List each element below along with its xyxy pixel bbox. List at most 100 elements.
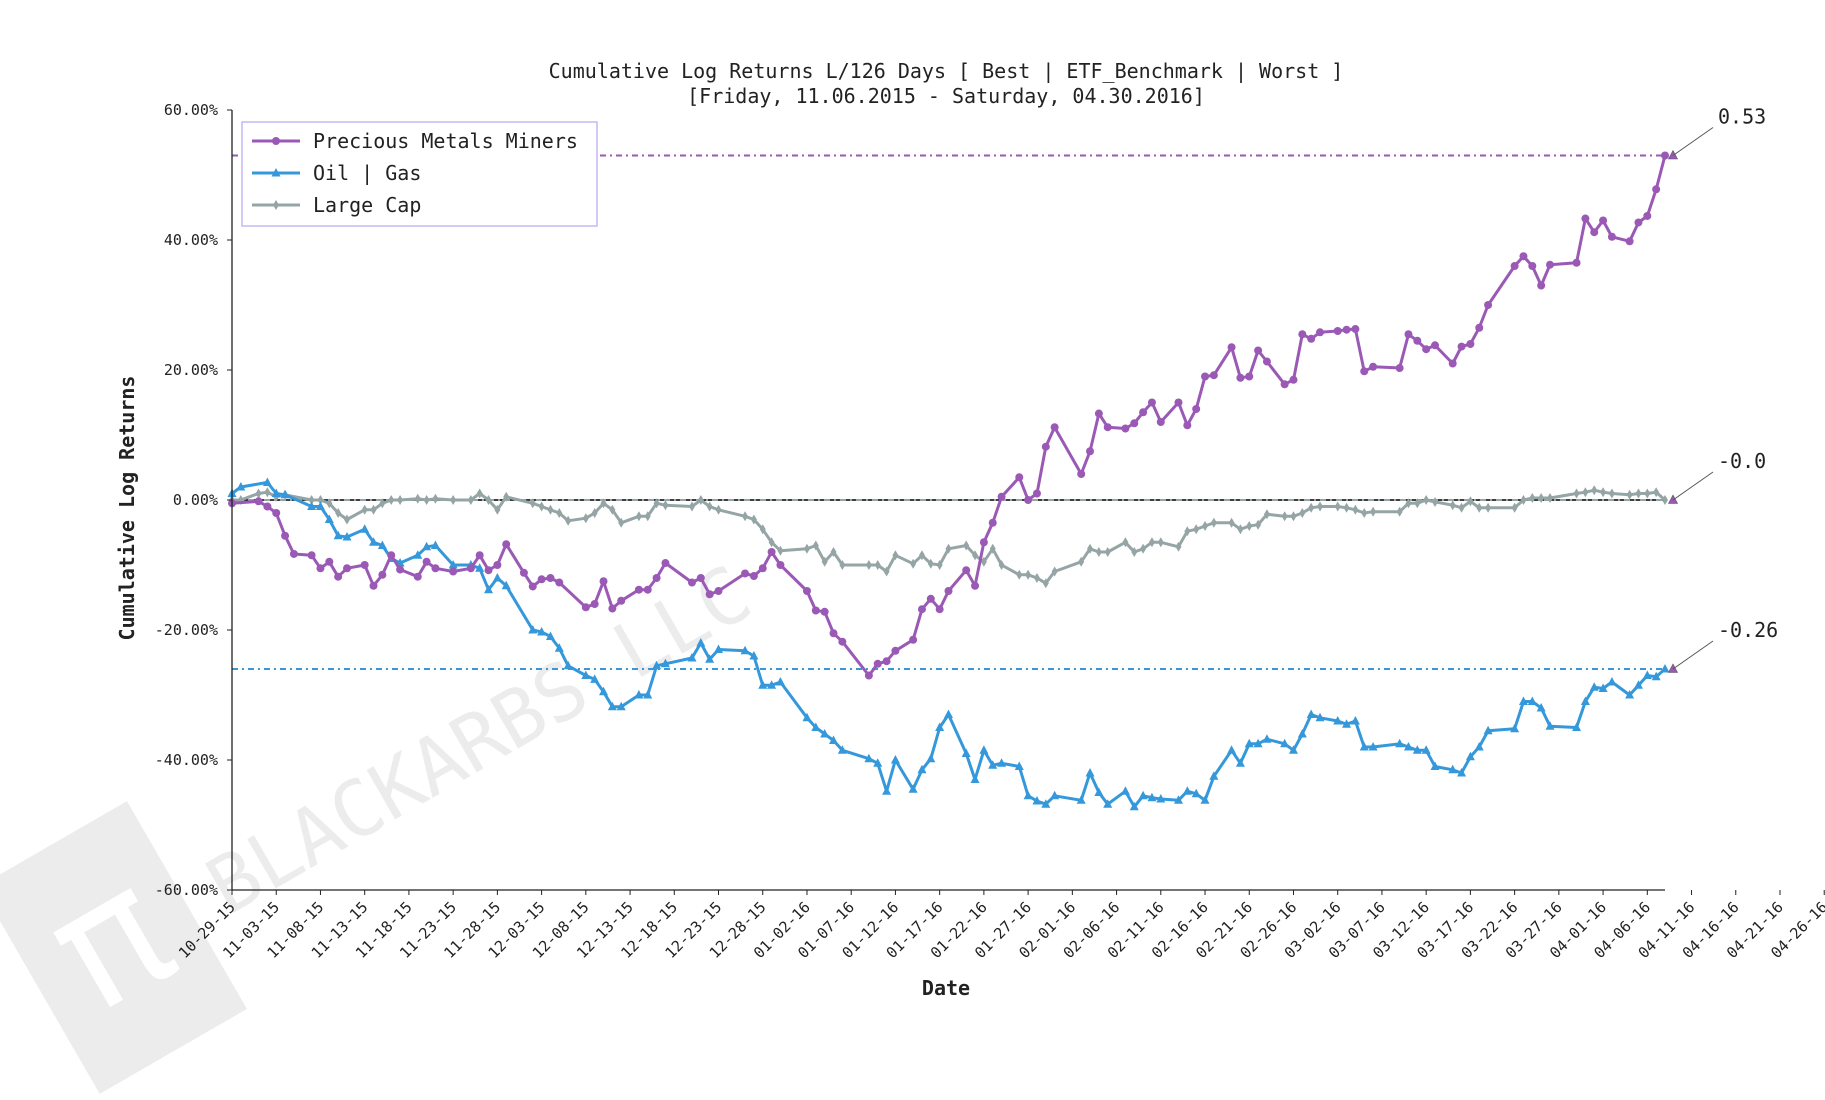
data-point-worst	[1545, 721, 1555, 730]
data-point-worst	[1510, 723, 1520, 733]
data-point-worst	[1041, 799, 1051, 808]
data-point-benchmark	[1237, 524, 1244, 535]
data-point-best	[555, 578, 564, 587]
data-point-worst	[1518, 696, 1528, 705]
data-point-best	[758, 564, 767, 573]
annotation-marker-benchmark	[1668, 494, 1678, 504]
y-axis-label: Cumulative Log Returns	[115, 376, 139, 641]
data-point-benchmark	[918, 550, 925, 561]
annotation-marker-best	[1668, 149, 1678, 160]
series-benchmark	[229, 485, 1668, 589]
data-point-worst	[1085, 768, 1095, 777]
data-point-best	[1643, 211, 1652, 220]
data-point-worst	[802, 712, 812, 722]
data-point-best	[652, 574, 661, 582]
data-point-best	[634, 585, 643, 594]
data-point-benchmark	[1095, 547, 1102, 557]
data-point-worst	[652, 660, 662, 670]
data-point-best	[1192, 405, 1201, 413]
data-point-best	[581, 603, 590, 612]
data-point-worst	[360, 524, 370, 533]
data-point-worst	[643, 690, 653, 699]
legend-label-worst: Oil | Gas	[313, 161, 421, 185]
data-point-benchmark	[1423, 495, 1430, 505]
data-point-best	[608, 604, 617, 613]
y-tick-label: -20.00%	[155, 621, 218, 639]
data-point-worst	[554, 643, 564, 652]
data-point-benchmark	[759, 524, 766, 535]
data-point-best	[325, 557, 334, 566]
data-point-benchmark	[662, 500, 669, 511]
data-point-worst	[1297, 729, 1307, 738]
data-point-worst	[1306, 709, 1316, 718]
data-point-best	[590, 600, 599, 608]
data-point-best	[1147, 398, 1156, 407]
series-worst	[227, 477, 1670, 811]
data-point-worst	[944, 709, 953, 718]
annotation-arrow-worst	[1672, 640, 1714, 670]
data-point-worst	[705, 654, 715, 663]
data-point-best	[1510, 262, 1519, 270]
watermark-text: BLACKARBS LLC	[192, 549, 766, 932]
data-point-worst	[1014, 761, 1024, 770]
data-point-worst	[1094, 787, 1104, 796]
data-point-best	[449, 567, 458, 576]
data-point-worst	[1342, 719, 1352, 728]
data-point-worst	[501, 580, 511, 590]
data-point-benchmark	[609, 504, 616, 515]
data-point-benchmark	[936, 560, 943, 570]
data-point-worst	[324, 514, 334, 523]
data-point-benchmark	[1653, 487, 1660, 498]
legend-marker-benchmark	[273, 200, 279, 210]
end-annotations: 0.53 -0.0 -0.26	[1668, 105, 1778, 673]
data-point-benchmark	[980, 556, 987, 567]
data-point-benchmark	[653, 498, 660, 509]
data-point-best	[909, 635, 918, 644]
data-point-best	[316, 564, 325, 573]
data-point-worst	[882, 786, 892, 795]
data-point-worst	[307, 501, 317, 510]
data-point-worst	[599, 686, 609, 696]
data-point-worst	[1598, 683, 1608, 692]
data-point-best	[1528, 262, 1537, 270]
data-point-worst	[1536, 703, 1546, 712]
data-point-benchmark	[432, 493, 439, 504]
data-point-best	[1201, 372, 1210, 381]
data-point-benchmark	[618, 517, 625, 528]
data-point-benchmark	[1573, 488, 1580, 499]
annotation-label-best: 0.53	[1718, 105, 1766, 129]
data-point-worst	[1660, 664, 1670, 673]
data-point-best	[1484, 301, 1493, 309]
data-point-benchmark	[317, 495, 324, 505]
data-point-best	[1245, 372, 1254, 381]
series-layer	[227, 151, 1670, 811]
data-point-best	[1174, 398, 1183, 407]
data-point-worst	[1403, 742, 1413, 751]
data-point-worst	[1120, 786, 1130, 795]
data-point-benchmark	[450, 495, 457, 505]
data-point-benchmark	[1140, 543, 1147, 554]
data-point-worst	[634, 690, 644, 699]
data-point-best	[864, 671, 873, 680]
data-point-benchmark	[423, 495, 430, 505]
data-point-worst	[1572, 722, 1582, 731]
data-point-worst	[1227, 745, 1237, 754]
data-point-benchmark	[972, 550, 979, 561]
data-point-best	[1298, 330, 1307, 339]
data-point-benchmark	[1051, 566, 1058, 577]
data-point-benchmark	[1299, 508, 1306, 518]
y-tick-label: 60.00%	[164, 101, 218, 119]
data-point-best	[776, 561, 785, 569]
data-point-worst	[607, 701, 617, 711]
data-point-worst	[749, 651, 759, 660]
data-point-benchmark	[414, 493, 421, 504]
data-point-worst	[333, 530, 343, 540]
data-point-worst	[537, 626, 547, 636]
data-point-best	[1050, 423, 1059, 432]
data-point-benchmark	[370, 504, 377, 515]
data-point-worst	[581, 670, 591, 679]
data-point-worst	[1580, 696, 1590, 705]
data-point-worst	[1333, 716, 1343, 725]
data-point-best	[944, 587, 953, 595]
y-tick-label: -40.00%	[155, 751, 218, 769]
